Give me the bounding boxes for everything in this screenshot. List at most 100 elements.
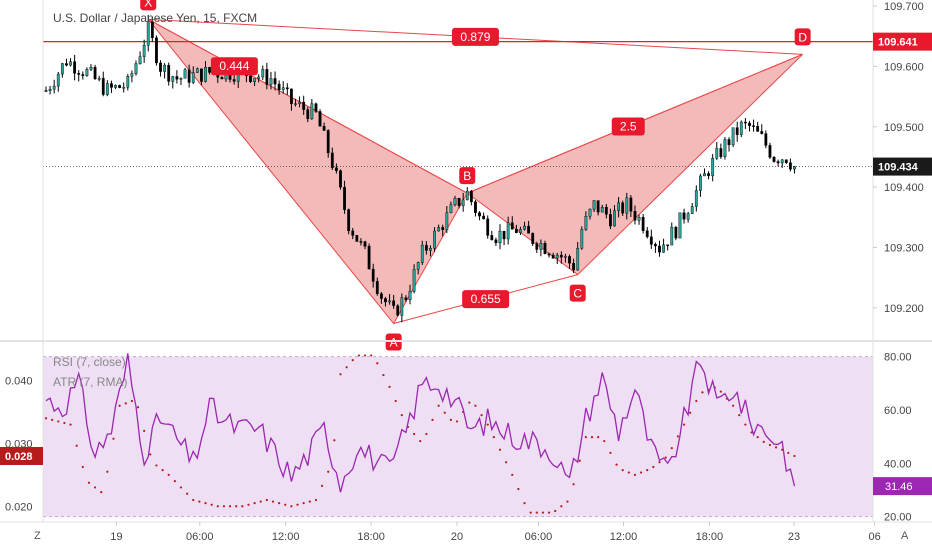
candle-body[interactable]	[175, 76, 179, 80]
candle-body[interactable]	[367, 246, 371, 270]
candle-body[interactable]	[654, 244, 657, 247]
candle-body[interactable]	[322, 126, 326, 131]
candle-body[interactable]	[621, 202, 625, 214]
candle-body[interactable]	[739, 121, 743, 135]
candle-body[interactable]	[163, 64, 167, 72]
candle-body[interactable]	[674, 227, 678, 239]
candle-body[interactable]	[564, 256, 567, 258]
candle-body[interactable]	[707, 173, 710, 176]
candle-body[interactable]	[285, 87, 289, 90]
candle-body[interactable]	[617, 202, 621, 211]
candle-body[interactable]	[494, 239, 498, 244]
candle-body[interactable]	[343, 186, 346, 210]
candle-body[interactable]	[686, 213, 690, 220]
candle-body[interactable]	[637, 216, 641, 221]
candle-body[interactable]	[142, 45, 146, 57]
candle-body[interactable]	[609, 214, 612, 227]
candle-body[interactable]	[690, 206, 694, 214]
candle-body[interactable]	[114, 85, 117, 88]
candle-body[interactable]	[670, 227, 674, 246]
candle-body[interactable]	[506, 222, 510, 240]
candle-body[interactable]	[735, 127, 739, 135]
candle-body[interactable]	[678, 212, 682, 239]
candle-body[interactable]	[662, 244, 665, 253]
candle-body[interactable]	[298, 101, 301, 104]
candle-body[interactable]	[339, 170, 342, 188]
candle-body[interactable]	[179, 78, 183, 80]
candle-body[interactable]	[625, 197, 629, 214]
candle-body[interactable]	[302, 101, 306, 110]
candle-body[interactable]	[441, 227, 445, 231]
candle-body[interactable]	[85, 69, 89, 76]
candle-body[interactable]	[347, 209, 351, 232]
candle-body[interactable]	[379, 293, 383, 299]
candle-body[interactable]	[73, 61, 77, 74]
candle-body[interactable]	[752, 125, 755, 127]
candle-body[interactable]	[384, 298, 387, 303]
candle-body[interactable]	[527, 225, 531, 234]
candle-body[interactable]	[531, 233, 535, 244]
candle-body[interactable]	[220, 77, 224, 80]
candle-body[interactable]	[93, 67, 97, 80]
candle-body[interactable]	[195, 68, 199, 73]
timezone-corner-label[interactable]: Z	[34, 530, 41, 542]
candle-body[interactable]	[265, 69, 269, 85]
candle-body[interactable]	[482, 215, 486, 220]
candle-body[interactable]	[457, 197, 461, 207]
candle-body[interactable]	[253, 78, 256, 82]
candle-body[interactable]	[281, 87, 285, 90]
candle-body[interactable]	[126, 76, 130, 88]
candle-body[interactable]	[60, 63, 64, 75]
candle-body[interactable]	[694, 190, 698, 207]
candle-body[interactable]	[396, 305, 400, 316]
candle-body[interactable]	[793, 166, 796, 170]
price-pane[interactable]: 0.879 0.444 0.655 2.5 X A B C D U.S. Dollar / J…	[43, 0, 873, 351]
candle-body[interactable]	[97, 78, 101, 80]
candle-body[interactable]	[146, 21, 150, 46]
candle-body[interactable]	[208, 66, 211, 73]
xabcd-pattern[interactable]	[147, 18, 803, 325]
candle-body[interactable]	[183, 69, 187, 79]
candle-body[interactable]	[764, 133, 768, 146]
candle-body[interactable]	[588, 208, 592, 217]
candle-body[interactable]	[666, 244, 670, 247]
candle-body[interactable]	[310, 103, 314, 119]
candle-body[interactable]	[277, 83, 281, 90]
candle-body[interactable]	[699, 175, 702, 191]
candle-body[interactable]	[465, 190, 469, 201]
candle-body[interactable]	[715, 148, 719, 159]
candle-body[interactable]	[555, 254, 559, 259]
candle-body[interactable]	[613, 210, 616, 227]
candle-body[interactable]	[273, 78, 277, 85]
candle-body[interactable]	[269, 78, 273, 85]
candle-body[interactable]	[453, 197, 457, 205]
candle-body[interactable]	[580, 229, 584, 249]
candle-body[interactable]	[727, 139, 731, 146]
candle-body[interactable]	[69, 61, 72, 66]
candle-body[interactable]	[294, 103, 297, 105]
candle-body[interactable]	[600, 206, 604, 213]
candle-body[interactable]	[355, 235, 359, 242]
rsi-axis[interactable]: 80.00 60.00 40.00 20.00	[884, 352, 912, 524]
candle-body[interactable]	[768, 145, 772, 158]
candle-body[interactable]	[641, 216, 645, 231]
candle-body[interactable]	[171, 76, 175, 82]
candle-body[interactable]	[52, 85, 56, 90]
candle-body[interactable]	[437, 227, 441, 232]
candle-body[interactable]	[159, 62, 162, 72]
candle-body[interactable]	[572, 262, 576, 271]
candle-body[interactable]	[433, 230, 436, 249]
candle-body[interactable]	[510, 222, 514, 230]
candle-body[interactable]	[130, 73, 134, 77]
candle-body[interactable]	[711, 158, 715, 176]
candle-body[interactable]	[89, 67, 93, 70]
candle-body[interactable]	[682, 212, 686, 220]
candle-body[interactable]	[559, 254, 563, 258]
candle-body[interactable]	[523, 225, 526, 230]
candle-body[interactable]	[118, 85, 122, 89]
candle-body[interactable]	[743, 121, 747, 124]
candle-body[interactable]	[719, 148, 723, 157]
candle-body[interactable]	[334, 167, 338, 171]
candle-body[interactable]	[629, 197, 633, 212]
